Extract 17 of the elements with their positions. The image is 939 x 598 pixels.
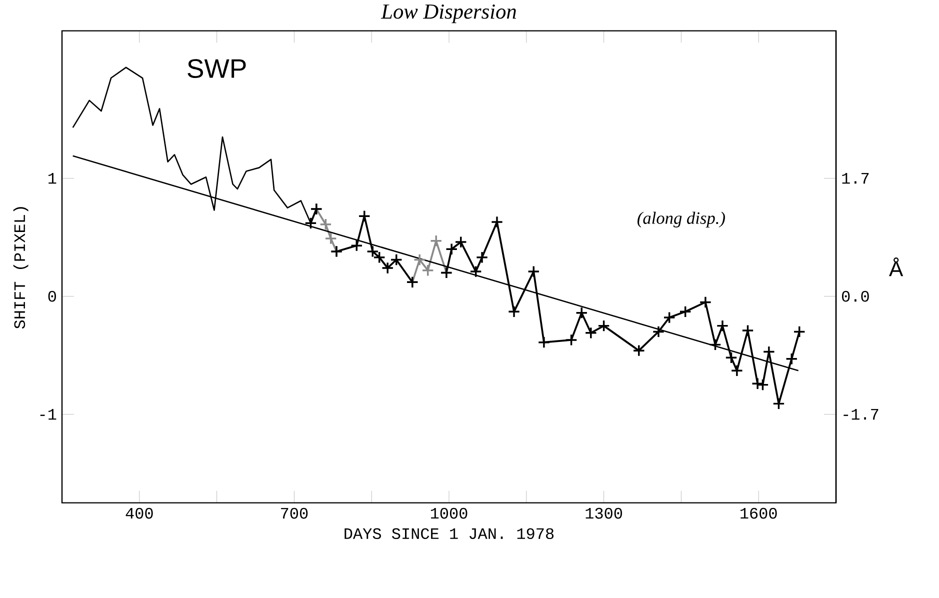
chart-title: Low Dispersion	[380, 4, 516, 24]
x-tick-label: 400	[126, 508, 153, 519]
y2-tick-label: 1.7	[842, 173, 869, 184]
y2-axis-title: Å	[888, 258, 904, 276]
y2-tick-label: 0.0	[842, 290, 869, 302]
x-tick-label: 700	[281, 508, 308, 519]
y-tick-label: -1	[40, 409, 56, 420]
annotation: (along disp.)	[638, 212, 725, 228]
x-tick-label: 1000	[430, 508, 468, 519]
x-tick-label: 1600	[740, 508, 777, 519]
y-tick-label: 1	[48, 173, 56, 184]
y-axis-title: SHIFT (PIXEL)	[13, 207, 28, 329]
y2-tick-label: -1.7	[844, 409, 878, 420]
y-tick-label: 0	[48, 290, 56, 302]
annotation: SWP	[188, 59, 246, 78]
x-axis-title: DAYS SINCE 1 JAN. 1978	[344, 528, 554, 540]
x-tick-label: 1300	[586, 508, 622, 519]
